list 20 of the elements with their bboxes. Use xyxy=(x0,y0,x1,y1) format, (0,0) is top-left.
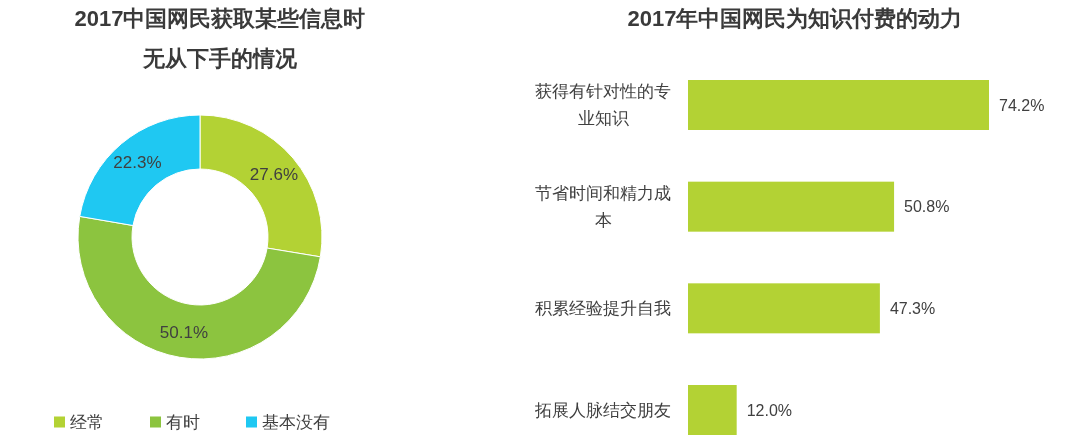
bar xyxy=(688,283,880,334)
y-tick-label: 拓展人脉结交朋友 xyxy=(534,400,671,420)
data-label: 50.1% xyxy=(159,323,209,343)
bar xyxy=(688,181,895,232)
data-label: 27.6% xyxy=(249,164,299,184)
y-tick-label: 获得有针对性的专业知识 xyxy=(535,82,671,128)
legend-label: 经常 xyxy=(70,412,104,432)
y-tick-label: 积累经验提升自我 xyxy=(535,298,671,318)
y-tick-label: 节省时间和精力成本 xyxy=(535,183,671,230)
bar xyxy=(688,385,737,435)
chart-title: 2017年中国网民为知识付费的动力 xyxy=(627,5,963,31)
data-label: 12.0% xyxy=(746,401,793,419)
data-label: 74.2% xyxy=(999,96,1045,114)
data-label: 47.3% xyxy=(889,299,936,317)
chart-title: 2017中国网民获取某些信息时无从下手的情况 xyxy=(74,5,366,71)
data-label: 50.8% xyxy=(904,198,950,216)
legend-label: 基本没有 xyxy=(262,412,330,432)
legend-label: 有时 xyxy=(166,412,200,432)
bar xyxy=(688,80,989,130)
data-label: 22.3% xyxy=(113,153,162,173)
